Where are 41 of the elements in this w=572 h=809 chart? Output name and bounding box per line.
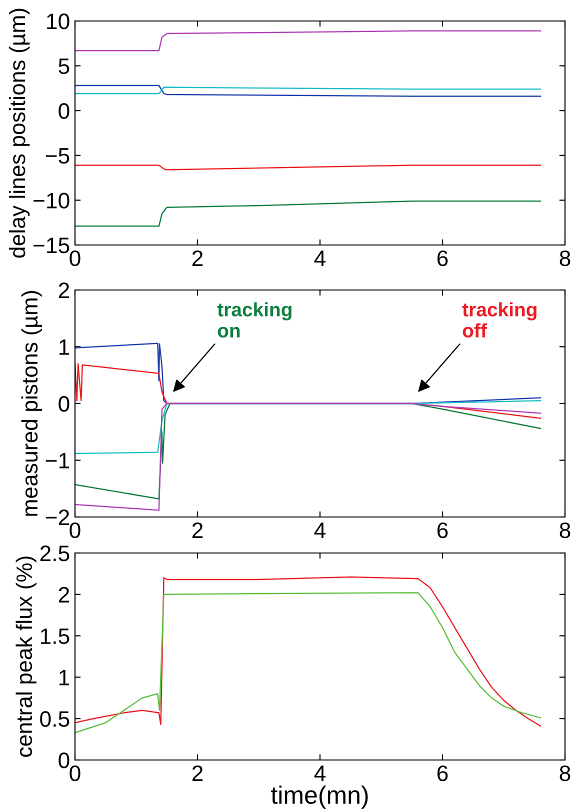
y-axis-title: measured pistons (µm) bbox=[21, 291, 42, 516]
y-tick-label: −1 bbox=[46, 453, 70, 468]
line-series bbox=[75, 84, 542, 97]
y-tick-label: −10 bbox=[34, 192, 70, 208]
x-tick-label: 8 bbox=[560, 765, 570, 782]
y-tick-label: 0 bbox=[58, 752, 70, 768]
x-tick-label: 6 bbox=[437, 765, 448, 782]
y-tick-label: 1 bbox=[59, 340, 70, 355]
x-tick-label: 2 bbox=[192, 522, 203, 538]
y-tick-label: 10 bbox=[47, 14, 70, 30]
y-tick-label: −15 bbox=[34, 238, 70, 254]
x-tick-label: 4 bbox=[314, 250, 326, 266]
x-tick-label: 0 bbox=[70, 765, 80, 782]
y-tick-label: 1 bbox=[59, 670, 70, 686]
annotation: tracking off bbox=[462, 302, 536, 338]
y-tick-label: 0 bbox=[58, 103, 70, 119]
x-tick-label: 6 bbox=[437, 250, 448, 266]
x-tick-label: 6 bbox=[437, 522, 448, 538]
x-tick-label: 0 bbox=[70, 522, 80, 538]
y-tick-label: 5 bbox=[58, 58, 70, 74]
y-tick-label: 0.5 bbox=[40, 711, 70, 727]
line-series bbox=[75, 30, 542, 52]
y-axis-title: delay lines positions (µm) bbox=[8, 8, 30, 258]
x-tick-label: 4 bbox=[314, 522, 326, 538]
x-tick-label: 2 bbox=[192, 765, 203, 781]
y-tick-label: −5 bbox=[46, 148, 70, 164]
annotation: tracking on bbox=[217, 302, 292, 338]
line-series bbox=[75, 200, 542, 227]
y-tick-label: 0 bbox=[58, 396, 70, 412]
y-tick-label: 2.5 bbox=[40, 546, 70, 562]
y-tick-label: −2 bbox=[46, 510, 70, 526]
x-tick-label: 8 bbox=[560, 250, 570, 266]
y-tick-label: 2 bbox=[58, 282, 70, 298]
y-tick-label: 1.5 bbox=[40, 628, 70, 644]
y-tick-label: 2 bbox=[58, 586, 70, 602]
x-axis-title: time(mn) bbox=[271, 786, 368, 809]
x-tick-label: 0 bbox=[70, 250, 80, 266]
y-axis-title: central peak flux (%) bbox=[16, 556, 36, 757]
x-tick-label: 2 bbox=[192, 250, 203, 266]
x-tick-label: 4 bbox=[314, 766, 326, 781]
x-tick-label: 8 bbox=[560, 522, 570, 538]
